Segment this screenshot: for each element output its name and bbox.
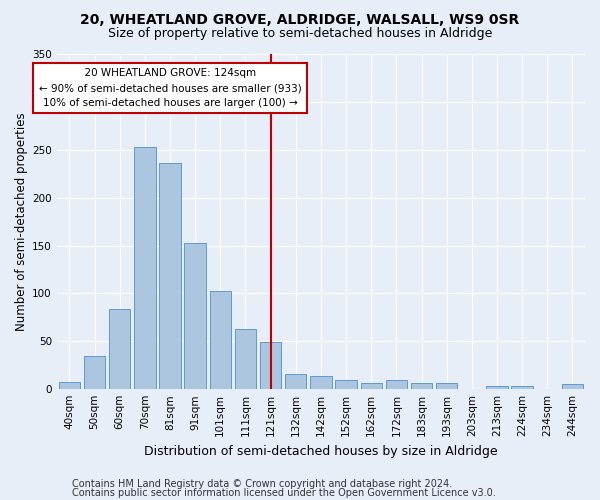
- Bar: [159, 163, 181, 389]
- Bar: [386, 380, 407, 389]
- Bar: [134, 147, 155, 389]
- Bar: [486, 386, 508, 389]
- Bar: [285, 374, 307, 389]
- Y-axis label: Number of semi-detached properties: Number of semi-detached properties: [15, 112, 28, 331]
- Bar: [235, 329, 256, 389]
- Bar: [511, 386, 533, 389]
- Text: Size of property relative to semi-detached houses in Aldridge: Size of property relative to semi-detach…: [108, 28, 492, 40]
- Text: 20, WHEATLAND GROVE, ALDRIDGE, WALSALL, WS9 0SR: 20, WHEATLAND GROVE, ALDRIDGE, WALSALL, …: [80, 12, 520, 26]
- Text: Contains public sector information licensed under the Open Government Licence v3: Contains public sector information licen…: [72, 488, 496, 498]
- Bar: [109, 308, 130, 389]
- Bar: [411, 384, 432, 389]
- Text: 20 WHEATLAND GROVE: 124sqm  
← 90% of semi-detached houses are smaller (933)
10%: 20 WHEATLAND GROVE: 124sqm ← 90% of semi…: [38, 68, 301, 108]
- Bar: [335, 380, 357, 389]
- Bar: [59, 382, 80, 389]
- Text: Contains HM Land Registry data © Crown copyright and database right 2024.: Contains HM Land Registry data © Crown c…: [72, 479, 452, 489]
- Bar: [184, 242, 206, 389]
- Bar: [562, 384, 583, 389]
- Bar: [84, 356, 105, 389]
- Bar: [361, 384, 382, 389]
- Bar: [260, 342, 281, 389]
- Bar: [310, 376, 332, 389]
- Bar: [436, 384, 457, 389]
- Bar: [209, 290, 231, 389]
- X-axis label: Distribution of semi-detached houses by size in Aldridge: Distribution of semi-detached houses by …: [144, 444, 498, 458]
